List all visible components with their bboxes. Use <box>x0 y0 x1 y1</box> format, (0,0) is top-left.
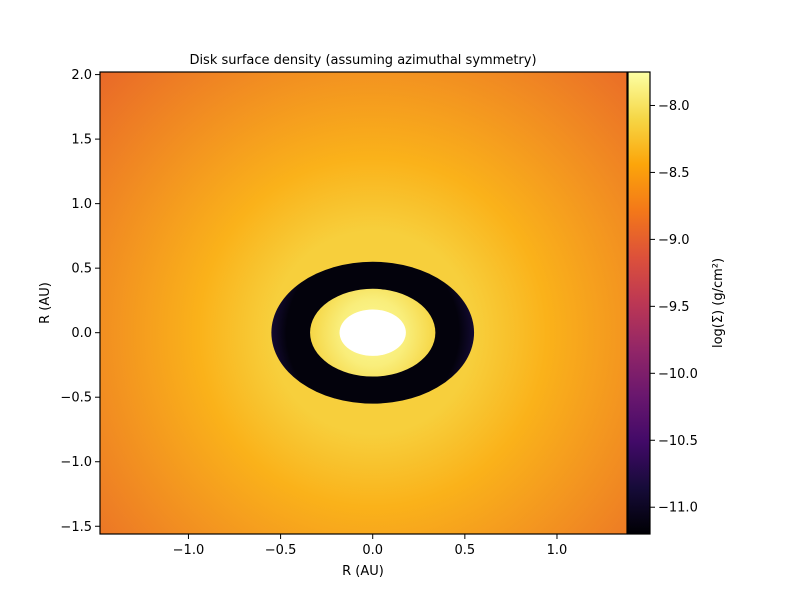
y-axis-label: R (AU) <box>38 282 53 324</box>
colorbar-tick-label: −8.5 <box>658 166 690 181</box>
y-tick-label: 0.0 <box>71 326 92 341</box>
plot-area <box>100 72 627 534</box>
colorbar-tick-label: −9.5 <box>658 300 690 315</box>
x-tick-label: −0.5 <box>265 543 297 558</box>
x-tick-label: 0.0 <box>362 543 383 558</box>
y-tick-label: −0.5 <box>60 391 92 406</box>
y-tick-label: 2.0 <box>71 68 92 83</box>
x-tick-label: 0.5 <box>455 543 476 558</box>
colorbar-ticks: −11.0 −10.5 −10.0 −9.5 −9.0 −8.5 −8.0 <box>650 99 698 516</box>
x-axis-ticks: −1.0 −0.5 0.0 0.5 1.0 <box>173 534 568 558</box>
y-tick-label: 1.0 <box>71 197 92 212</box>
colorbar-tick-label: −11.0 <box>658 501 698 516</box>
colorbar-label: log(Σ) (g/cm²) <box>711 258 726 348</box>
x-tick-label: −1.0 <box>173 543 205 558</box>
x-tick-label: 1.0 <box>547 543 568 558</box>
y-axis-ticks: −1.5 −1.0 −0.5 0.0 0.5 1.0 1.5 2.0 <box>60 68 100 535</box>
y-tick-label: −1.0 <box>60 455 92 470</box>
y-tick-label: −1.5 <box>60 520 92 535</box>
chart-title: Disk surface density (assuming azimuthal… <box>189 53 536 68</box>
x-axis-label: R (AU) <box>342 564 384 579</box>
colorbar-tick-label: −9.0 <box>658 233 690 248</box>
colorbar-tick-label: −10.0 <box>658 367 698 382</box>
plot-frame <box>99 71 628 535</box>
inner-core-region <box>339 309 406 356</box>
y-tick-label: 0.5 <box>71 262 92 277</box>
colorbar-tick-label: −10.5 <box>658 434 698 449</box>
y-tick-label: 1.5 <box>71 133 92 148</box>
colorbar-gradient-bar <box>628 72 650 534</box>
colorbar-frame <box>627 71 651 535</box>
colorbar-tick-label: −8.0 <box>658 99 690 114</box>
colorbar: −11.0 −10.5 −10.0 −9.5 −9.0 −8.5 −8.0 log(Σ) (… <box>627 71 726 535</box>
